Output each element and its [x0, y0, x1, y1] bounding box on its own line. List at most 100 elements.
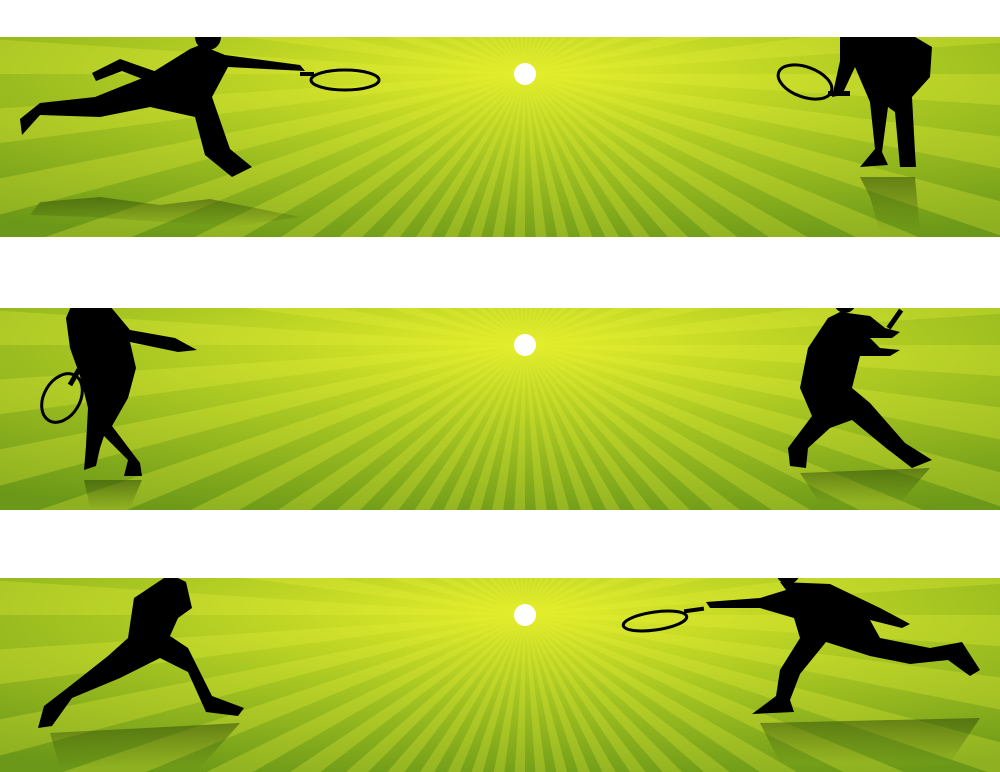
- sunburst-ray: [525, 578, 558, 615]
- sunburst-ray: [525, 615, 1000, 710]
- sunburst-ray: [339, 74, 525, 237]
- sunburst-ray: [0, 615, 525, 685]
- sunburst-ray: [525, 308, 558, 345]
- sunburst-ray: [525, 345, 1000, 507]
- sunburst-ray: [525, 578, 550, 615]
- sunburst-ray: [345, 615, 525, 772]
- sunburst-ray: [460, 37, 525, 74]
- sunburst-ray: [492, 345, 525, 510]
- sunburst-ray: [194, 74, 525, 237]
- sunburst-ray: [38, 345, 525, 510]
- sunburst-ray: [488, 37, 525, 74]
- sunburst-ray: [525, 345, 924, 510]
- sunburst-ray: [525, 74, 808, 237]
- sunburst-ray: [525, 74, 593, 237]
- banner-top: [0, 37, 1000, 237]
- sunburst-ray: [525, 37, 533, 74]
- lunging-forehand-reflection: [30, 197, 300, 227]
- sunburst-ray: [525, 345, 621, 510]
- sunburst-ray: [503, 37, 525, 74]
- sunburst-ray: [525, 578, 533, 615]
- banner-top-graphic: [0, 37, 1000, 237]
- sunburst-ray: [514, 345, 525, 510]
- sunburst-ray: [525, 74, 569, 237]
- sunburst-ray: [444, 74, 525, 237]
- banner-bottom: [0, 578, 1000, 772]
- sunburst-ray: [387, 615, 525, 772]
- sunburst-ray: [525, 615, 616, 772]
- sunburst-ray: [0, 74, 525, 215]
- sunburst-ray: [525, 308, 550, 345]
- tennis-ball-icon: [514, 604, 536, 626]
- sunburst-ray: [525, 615, 797, 772]
- banner-middle: [0, 308, 1000, 510]
- sunburst-ray: [503, 578, 525, 615]
- sunburst-ray: [509, 308, 525, 345]
- sunburst-ray: [525, 37, 634, 74]
- sunburst-ray: [206, 615, 525, 772]
- sunburst-ray: [416, 74, 525, 237]
- overhead-reflection: [50, 723, 240, 768]
- sunburst-ray: [488, 308, 525, 345]
- sunburst-ray: [382, 74, 525, 237]
- ready-stance-player: [776, 37, 932, 167]
- diving-reach-player: [621, 578, 980, 714]
- sunburst-ray: [525, 578, 634, 615]
- overhead-running-player: [38, 578, 244, 728]
- sunburst-ray: [525, 74, 919, 237]
- tennis-ball-icon: [514, 63, 536, 85]
- sunburst-ray: [525, 615, 591, 772]
- sunburst-ray: [44, 74, 525, 237]
- sunburst-ray: [525, 345, 811, 510]
- sunburst-ray: [525, 615, 568, 772]
- banner-middle-graphic: [0, 308, 1000, 510]
- sunburst-ray: [420, 615, 525, 772]
- sunburst-ray: [525, 74, 620, 237]
- sunburst-ray: [514, 615, 525, 772]
- sunburst-ray: [525, 345, 570, 510]
- forehand-swing-reflection: [800, 468, 930, 503]
- sunburst-ray: [509, 578, 525, 615]
- sunburst-ray: [243, 578, 525, 615]
- sunburst-ray: [492, 74, 525, 237]
- sunburst-ray: [525, 345, 547, 510]
- ready-stance-reflection: [860, 177, 920, 232]
- sunburst-ray: [525, 37, 581, 74]
- sunburst-ray: [243, 308, 525, 345]
- sunburst-ray: [493, 615, 525, 772]
- sunburst-ray: [525, 308, 581, 345]
- forehand-swing-player: [788, 308, 932, 468]
- sunburst-ray: [509, 37, 525, 74]
- sunburst-ray: [460, 578, 525, 615]
- sunburst-ray: [488, 578, 525, 615]
- sunburst-ray: [525, 615, 546, 772]
- backhand-reflection: [84, 480, 142, 508]
- sunburst-ray: [290, 615, 525, 772]
- sunburst-ray: [336, 345, 525, 510]
- sunburst-ray: [514, 74, 525, 237]
- tennis-ball-icon: [514, 334, 536, 356]
- sunburst-ray: [380, 345, 525, 510]
- sunburst-ray: [414, 345, 525, 510]
- banner-bottom-graphic: [0, 578, 1000, 772]
- backhand-follow-through-player: [40, 308, 197, 476]
- sunburst-ray: [525, 74, 547, 237]
- sunburst-ray: [525, 37, 550, 74]
- diving-reach-reflection: [760, 718, 980, 763]
- sunburst-ray: [281, 74, 525, 237]
- sunburst-ray: [525, 345, 594, 510]
- sunburst-ray: [443, 345, 525, 510]
- sunburst-ray: [525, 308, 634, 345]
- sunburst-ray: [278, 345, 525, 510]
- sunburst-ray: [525, 308, 1000, 345]
- sunburst-ray: [525, 308, 533, 345]
- sunburst-ray: [525, 578, 581, 615]
- sunburst-rays: [0, 308, 1000, 510]
- sunburst-ray: [243, 37, 525, 74]
- sunburst-ray: [503, 308, 525, 345]
- sunburst-ray: [447, 615, 525, 772]
- sunburst-ray: [190, 345, 525, 510]
- sunburst-ray: [525, 578, 1000, 615]
- lunging-forehand-player: [20, 37, 381, 177]
- sunburst-ray: [460, 308, 525, 345]
